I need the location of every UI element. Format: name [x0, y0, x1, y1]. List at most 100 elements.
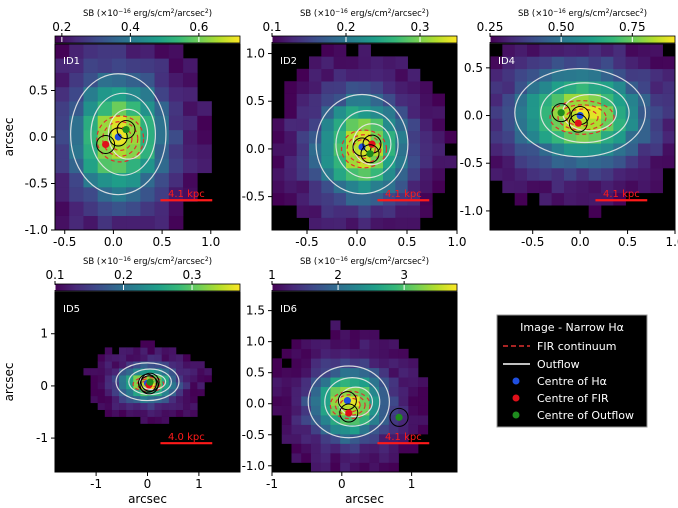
- map-pixel: [650, 168, 663, 181]
- map-pixel: [281, 405, 292, 416]
- map-pixel: [625, 81, 639, 94]
- emission-map: [272, 320, 429, 473]
- map-pixel: [418, 424, 429, 435]
- map-pixel: [408, 396, 419, 406]
- map-pixel: [168, 101, 184, 116]
- map-pixel: [407, 180, 421, 194]
- y-tick-label: 1.0: [246, 47, 265, 61]
- map-pixel: [370, 93, 384, 107]
- map-pixel: [564, 168, 577, 181]
- map-pixel: [514, 168, 528, 181]
- map-pixel: [407, 168, 421, 181]
- map-pixel: [346, 81, 359, 94]
- map-pixel: [301, 396, 312, 406]
- map-pixel: [398, 367, 409, 378]
- map-pixel: [55, 115, 70, 131]
- map-pixel: [140, 44, 155, 59]
- halpha-centre-marker-ring: [337, 391, 357, 411]
- map-pixel: [320, 377, 331, 388]
- map-pixel: [330, 320, 341, 331]
- map-pixel: [408, 415, 419, 425]
- map-pixel: [321, 93, 334, 107]
- map-pixel: [284, 155, 297, 169]
- map-pixel: [97, 354, 106, 362]
- x-tick-label: 0.5: [397, 235, 416, 249]
- map-pixel: [284, 130, 297, 144]
- legend-fircentre-swatch: [512, 394, 520, 402]
- map-pixel: [301, 358, 312, 369]
- map-pixel: [349, 434, 360, 444]
- emission-map: [83, 340, 212, 424]
- map-pixel: [398, 396, 409, 406]
- map-pixel: [379, 434, 390, 444]
- map-pixel: [388, 386, 399, 397]
- fir-contour: [96, 115, 145, 163]
- x-tick-label: -0.5: [53, 235, 76, 249]
- outflow-contour: [338, 386, 374, 418]
- map-pixel: [340, 348, 351, 359]
- map-pixel: [197, 144, 212, 159]
- map-pixel: [576, 168, 589, 181]
- map-pixel: [638, 44, 651, 57]
- map-pixel: [638, 68, 651, 82]
- map-pixel: [133, 347, 141, 355]
- map-pixel: [613, 68, 626, 82]
- map-pixel: [111, 409, 120, 417]
- map-pixel: [358, 106, 371, 119]
- map-pixel: [408, 377, 419, 388]
- map-pixel: [197, 115, 212, 131]
- map-pixel: [197, 375, 205, 383]
- map-pixel: [69, 187, 84, 202]
- map-pixel: [97, 388, 106, 397]
- map-pixel: [197, 129, 212, 145]
- x-tick-label: -0.5: [295, 235, 318, 249]
- map-pixel: [588, 192, 602, 206]
- map-pixel: [395, 106, 408, 119]
- map-pixel: [147, 368, 155, 376]
- map-pixel: [126, 201, 141, 216]
- map-pixel: [97, 395, 106, 404]
- map-pixel: [358, 68, 371, 82]
- outflow-contour: [115, 362, 180, 402]
- map-pixel: [291, 358, 302, 369]
- map-pixel: [588, 56, 602, 70]
- map-pixel: [340, 434, 351, 444]
- map-pixel: [147, 361, 155, 369]
- map-pixel: [310, 386, 321, 397]
- map-pixel: [383, 93, 396, 107]
- map-pixel: [349, 443, 360, 454]
- map-pixel: [564, 44, 577, 57]
- y-tick-label: 0.0: [246, 142, 265, 156]
- x-tick-label: 1: [195, 477, 203, 491]
- map-pixel: [111, 215, 127, 231]
- map-pixel: [175, 382, 184, 390]
- map-pixel: [168, 58, 184, 73]
- outflow-centre-marker: [122, 125, 130, 134]
- outflow-contour: [335, 109, 399, 179]
- map-pixel: [370, 56, 384, 70]
- map-pixel: [650, 180, 663, 194]
- outflow-contour: [514, 67, 647, 158]
- map-pixel: [310, 367, 321, 378]
- map-pixel: [154, 361, 163, 369]
- map-pixel: [161, 395, 170, 404]
- map-pixel: [284, 106, 297, 119]
- map-pixel: [168, 361, 177, 369]
- map-pixel: [168, 354, 177, 362]
- map-pixel: [420, 118, 433, 132]
- map-pixel: [333, 205, 347, 218]
- map-pixel: [320, 396, 331, 406]
- map-pixel: [309, 81, 322, 94]
- map-pixel: [111, 388, 120, 397]
- map-pixel: [490, 106, 503, 119]
- x-tick-label: 0.0: [104, 235, 123, 249]
- scalebar-label: 4.1 kpc: [603, 189, 640, 200]
- map-pixel: [301, 377, 312, 388]
- map-pixel: [650, 155, 663, 169]
- map-pixel: [369, 396, 380, 406]
- map-pixel: [502, 180, 515, 194]
- map-pixel: [133, 375, 141, 383]
- map-pixel: [330, 396, 341, 406]
- map-pixel: [420, 106, 433, 119]
- fir-centre-marker-ring: [96, 134, 116, 154]
